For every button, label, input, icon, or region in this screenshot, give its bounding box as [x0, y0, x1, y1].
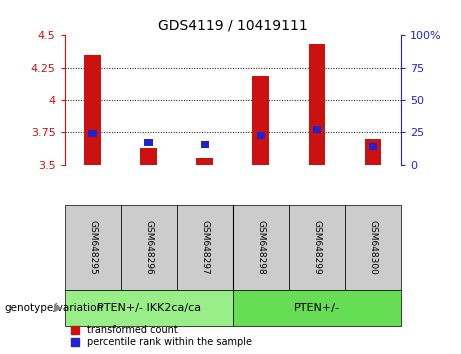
FancyBboxPatch shape: [233, 205, 289, 290]
Legend: transformed count, percentile rank within the sample: transformed count, percentile rank withi…: [70, 323, 254, 349]
FancyBboxPatch shape: [65, 290, 233, 326]
Text: GSM648296: GSM648296: [144, 221, 153, 275]
Bar: [140, 148, 157, 165]
Bar: [84, 55, 101, 165]
Text: GSM648299: GSM648299: [313, 221, 321, 275]
Text: genotype/variation: genotype/variation: [5, 303, 104, 313]
FancyBboxPatch shape: [121, 205, 177, 290]
Text: PTEN+/-: PTEN+/-: [294, 303, 340, 313]
Bar: [313, 126, 321, 133]
Bar: [253, 75, 269, 165]
Text: GSM648298: GSM648298: [256, 221, 266, 275]
Bar: [308, 45, 325, 165]
Bar: [89, 130, 97, 137]
Bar: [196, 158, 213, 165]
Bar: [144, 139, 153, 147]
Text: GSM648297: GSM648297: [200, 221, 209, 275]
Title: GDS4119 / 10419111: GDS4119 / 10419111: [158, 19, 307, 33]
Text: ▶: ▶: [54, 303, 62, 313]
Text: GSM648295: GSM648295: [88, 221, 97, 275]
Bar: [257, 132, 265, 139]
Bar: [201, 141, 209, 148]
Bar: [369, 143, 377, 150]
FancyBboxPatch shape: [289, 205, 345, 290]
FancyBboxPatch shape: [65, 205, 121, 290]
Text: PTEN+/- IKK2ca/ca: PTEN+/- IKK2ca/ca: [97, 303, 201, 313]
FancyBboxPatch shape: [177, 205, 233, 290]
Bar: [365, 139, 381, 165]
Text: GSM648300: GSM648300: [368, 220, 378, 275]
FancyBboxPatch shape: [233, 290, 401, 326]
FancyBboxPatch shape: [345, 205, 401, 290]
